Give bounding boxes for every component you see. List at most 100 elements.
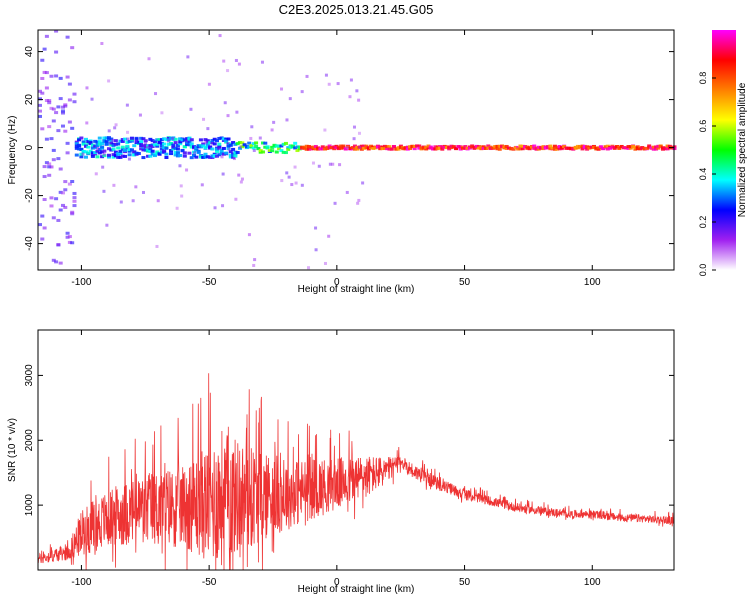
snr-frame xyxy=(37,329,675,571)
spectrogram-speckle xyxy=(180,194,184,198)
spectrogram-cell xyxy=(359,147,364,151)
spectrogram-cell xyxy=(157,140,162,144)
spectrogram-speckle xyxy=(258,136,262,140)
spectrogram-cell xyxy=(159,144,164,148)
spectrogram-speckle xyxy=(252,263,256,267)
spectrogram-cell xyxy=(210,147,215,151)
spectrogram-cell xyxy=(300,145,305,149)
spectrogram-cell xyxy=(316,146,321,150)
spectrogram-cell xyxy=(47,99,52,103)
spectrogram-cell xyxy=(118,155,123,159)
spectrogram-speckle xyxy=(240,177,244,181)
spectrogram-cell xyxy=(233,142,238,146)
spectrogram-cell xyxy=(198,145,203,149)
spectrogram-cell xyxy=(458,147,463,151)
spectrogram-cell xyxy=(104,142,109,146)
spectrogram-cell xyxy=(63,188,68,192)
spectrogram-speckle xyxy=(290,183,294,187)
spectrogram-cell xyxy=(624,146,629,150)
spectrogram-cell xyxy=(150,149,155,153)
snr-panel: -100 -50 0 50 100 1000 2000 3000 Height of stra… xyxy=(7,329,675,595)
spectrogram-cell xyxy=(327,144,332,148)
spectrogram-cell xyxy=(633,147,638,151)
spectrogram-cell xyxy=(150,143,155,147)
spectrogram-cell xyxy=(288,145,293,149)
spectrogram-cell xyxy=(228,143,233,147)
spectrogram-cell xyxy=(509,146,514,150)
spectrogram-cell xyxy=(240,141,245,145)
spectrogram-cell xyxy=(116,146,121,150)
spectrogram-cell xyxy=(203,145,208,149)
spectrogram-cell xyxy=(93,144,98,148)
spectrogram-cell xyxy=(95,140,100,144)
spectrogram-cell xyxy=(651,147,656,151)
spectrogram-cell xyxy=(67,82,72,86)
spectrogram-speckle xyxy=(223,101,227,105)
spectrogram-cell xyxy=(518,144,523,148)
spectrogram-cell xyxy=(375,145,380,149)
spectrogram-speckle xyxy=(213,206,217,210)
spectrogram-cell xyxy=(470,145,475,149)
spectrogram-cell xyxy=(54,74,59,78)
spectrogram-cell xyxy=(433,145,438,149)
spectrogram-cell xyxy=(552,144,557,148)
spectrogram-cell xyxy=(60,109,65,113)
spectrogram-cell xyxy=(640,146,645,150)
spectrogram-cell xyxy=(228,150,233,154)
spectrogram-cell xyxy=(527,146,532,150)
spectrogram-cell xyxy=(495,144,500,148)
spectrogram-cell xyxy=(58,190,63,194)
spectrogram-cell xyxy=(125,144,130,148)
spectrogram-cell xyxy=(633,146,638,150)
spectrogram-cell xyxy=(189,138,194,142)
x-tick-label: 0 xyxy=(334,577,340,588)
spectrogram-speckle xyxy=(314,248,318,252)
spectrogram-cell xyxy=(281,150,286,154)
spectrogram-cell xyxy=(228,155,233,159)
spectrogram-cell xyxy=(635,147,640,151)
spectrogram-cell xyxy=(111,144,116,148)
spectrogram-cell xyxy=(235,150,240,154)
spectrogram-cell xyxy=(392,145,397,149)
spectrogram-speckle xyxy=(125,103,129,107)
spectrogram-cell xyxy=(155,142,160,146)
spectrogram-cell xyxy=(408,145,413,149)
spectrogram-cell xyxy=(194,146,199,150)
spectrogram-cell xyxy=(162,146,167,150)
spectrogram-cell xyxy=(412,144,417,148)
y-tick-label: 1000 xyxy=(24,494,35,517)
spectrogram-cell xyxy=(102,149,107,153)
spectrogram-cell xyxy=(444,146,449,150)
y-tick-label: 0 xyxy=(24,144,35,150)
spectrogram-cell xyxy=(86,151,91,155)
spectrogram-cell xyxy=(286,147,291,151)
spectrogram-cell xyxy=(40,91,45,95)
spectrogram-cell xyxy=(219,152,224,156)
spectrogram-cell xyxy=(394,147,399,151)
spectrogram-cell xyxy=(534,147,539,151)
spectrogram-cells xyxy=(38,29,677,270)
spectrogram-speckle xyxy=(141,190,145,194)
spectrogram-cell xyxy=(102,139,107,143)
spectrogram-cell xyxy=(325,145,330,149)
spectrogram-cell xyxy=(70,241,75,245)
spectrogram-cell xyxy=(56,157,61,161)
spectrogram-cell xyxy=(54,197,59,201)
spectrogram-cell xyxy=(231,147,236,151)
spectrogram-cell xyxy=(65,231,70,235)
spectrogram-speckle xyxy=(167,139,171,143)
colorbar-tick-label: 0.0 xyxy=(698,264,708,277)
spectrogram-speckle xyxy=(348,95,352,99)
spectrogram-cell xyxy=(617,146,622,150)
spectrogram-cell xyxy=(277,144,282,148)
spectrogram-speckle xyxy=(287,175,291,179)
spectrogram-speckle xyxy=(207,82,211,86)
spectrogram-cell xyxy=(523,145,528,149)
spectrogram-cell xyxy=(67,120,72,124)
spectrogram-cell xyxy=(47,165,52,169)
spectrogram-cell xyxy=(58,167,63,171)
y-tick-label: 3000 xyxy=(24,364,35,387)
spectrogram-cell xyxy=(118,149,123,153)
spectrogram-cell xyxy=(240,145,245,149)
spectrogram-cell xyxy=(428,146,433,150)
